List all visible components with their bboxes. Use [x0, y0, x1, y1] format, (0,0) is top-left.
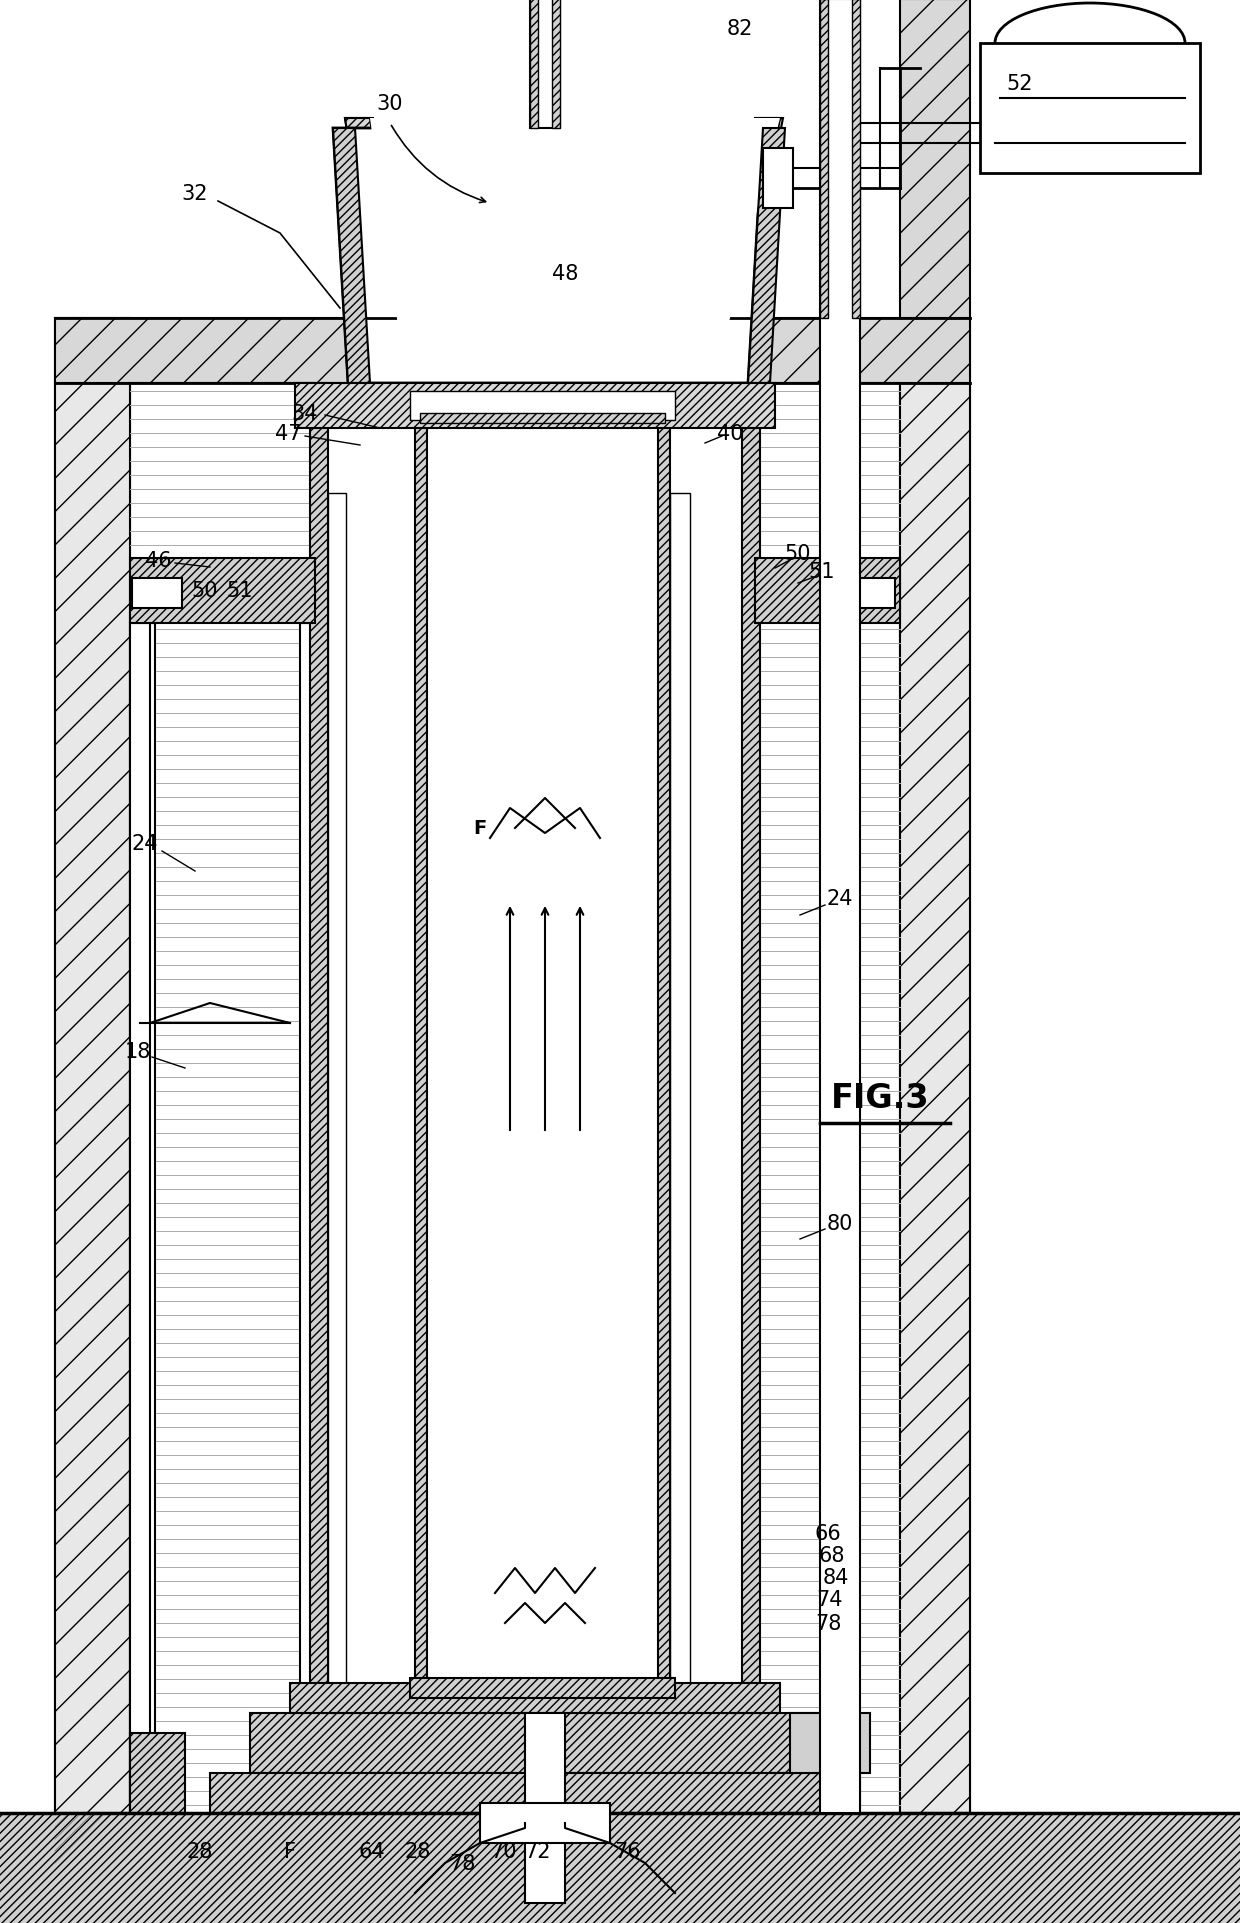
Text: 80: 80	[827, 1213, 853, 1233]
Bar	[130, 385, 900, 1813]
Bar	[415, 394, 427, 1683]
Bar	[790, 1713, 870, 1773]
Bar	[329, 385, 415, 1704]
Text: 48: 48	[552, 263, 578, 285]
Bar	[852, 0, 861, 319]
Text: 30: 30	[377, 94, 403, 113]
Bar	[529, 0, 538, 129]
Bar	[755, 560, 900, 623]
Polygon shape	[748, 129, 785, 385]
Text: FIG.3: FIG.3	[831, 1083, 929, 1115]
Bar	[210, 1773, 861, 1813]
Text: 68: 68	[818, 1546, 846, 1565]
Bar	[55, 385, 130, 1813]
Text: 70: 70	[491, 1840, 517, 1861]
Bar	[130, 623, 150, 1813]
Text: 78: 78	[815, 1613, 841, 1633]
Bar	[310, 385, 329, 1704]
Polygon shape	[345, 119, 405, 379]
Text: F: F	[474, 819, 486, 838]
Bar	[529, 0, 560, 129]
Bar	[763, 148, 794, 210]
Bar	[820, 0, 861, 1813]
Text: 24: 24	[827, 888, 853, 908]
Polygon shape	[345, 119, 403, 379]
Bar	[420, 413, 665, 423]
Bar	[290, 1683, 780, 1713]
Bar	[427, 394, 658, 1683]
Bar	[130, 560, 315, 623]
Text: 50: 50	[785, 544, 811, 563]
Text: 51: 51	[227, 581, 253, 600]
Bar	[820, 0, 828, 319]
Bar	[900, 385, 970, 1813]
Polygon shape	[334, 129, 370, 385]
Bar	[55, 319, 130, 1813]
Bar	[0, 1813, 1240, 1923]
Bar	[480, 1804, 610, 1842]
Text: F: F	[284, 1840, 296, 1861]
Text: 78: 78	[449, 1854, 475, 1873]
Bar	[131, 579, 182, 610]
Bar	[295, 385, 775, 429]
Text: 46: 46	[145, 550, 171, 571]
Text: 32: 32	[182, 185, 208, 204]
Text: 82: 82	[727, 19, 753, 38]
Text: 28: 28	[187, 1840, 213, 1861]
Text: 24: 24	[131, 833, 159, 854]
Polygon shape	[715, 119, 780, 379]
Bar	[55, 319, 970, 385]
Bar	[130, 623, 155, 1813]
Text: 52: 52	[1007, 73, 1033, 94]
Bar	[844, 579, 895, 610]
Bar	[250, 1713, 820, 1773]
Bar	[900, 0, 970, 319]
Bar	[410, 1679, 675, 1698]
Bar	[980, 44, 1200, 173]
Text: 28: 28	[404, 1840, 432, 1861]
Text: 84: 84	[823, 1567, 849, 1586]
Text: 74: 74	[817, 1588, 843, 1610]
Text: 50: 50	[192, 581, 218, 600]
Bar	[658, 394, 670, 1683]
Text: 72: 72	[523, 1840, 551, 1861]
Text: 76: 76	[615, 1840, 641, 1861]
Polygon shape	[715, 119, 782, 379]
Bar	[742, 385, 760, 1704]
Text: 34: 34	[291, 404, 319, 423]
Text: 40: 40	[717, 423, 743, 444]
Bar	[900, 319, 970, 1813]
Bar	[525, 1713, 565, 1904]
Text: 66: 66	[815, 1523, 842, 1542]
Text: 47: 47	[275, 423, 301, 444]
Bar	[300, 623, 320, 1813]
Text: 51: 51	[808, 562, 836, 581]
Bar	[410, 392, 675, 421]
Bar	[130, 1733, 185, 1813]
Bar	[670, 385, 742, 1704]
Bar	[552, 0, 560, 129]
Polygon shape	[370, 119, 780, 379]
Bar	[329, 494, 346, 1683]
Text: 18: 18	[125, 1042, 151, 1061]
Polygon shape	[334, 129, 763, 385]
Bar	[670, 494, 689, 1683]
Text: 64: 64	[358, 1840, 386, 1861]
